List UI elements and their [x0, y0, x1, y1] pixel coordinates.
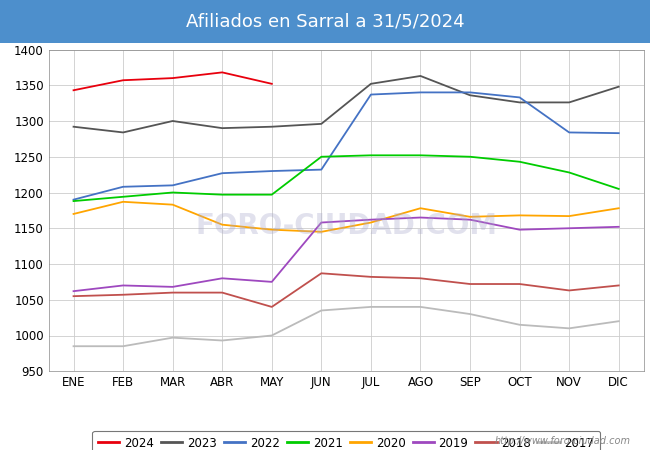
Text: http://www.foro-ciudad.com: http://www.foro-ciudad.com [495, 436, 630, 446]
Text: FORO-CIUDAD.COM: FORO-CIUDAD.COM [195, 212, 497, 240]
Legend: 2024, 2023, 2022, 2021, 2020, 2019, 2018, 2017: 2024, 2023, 2022, 2021, 2020, 2019, 2018… [92, 431, 600, 450]
Text: Afiliados en Sarral a 31/5/2024: Afiliados en Sarral a 31/5/2024 [186, 12, 464, 31]
